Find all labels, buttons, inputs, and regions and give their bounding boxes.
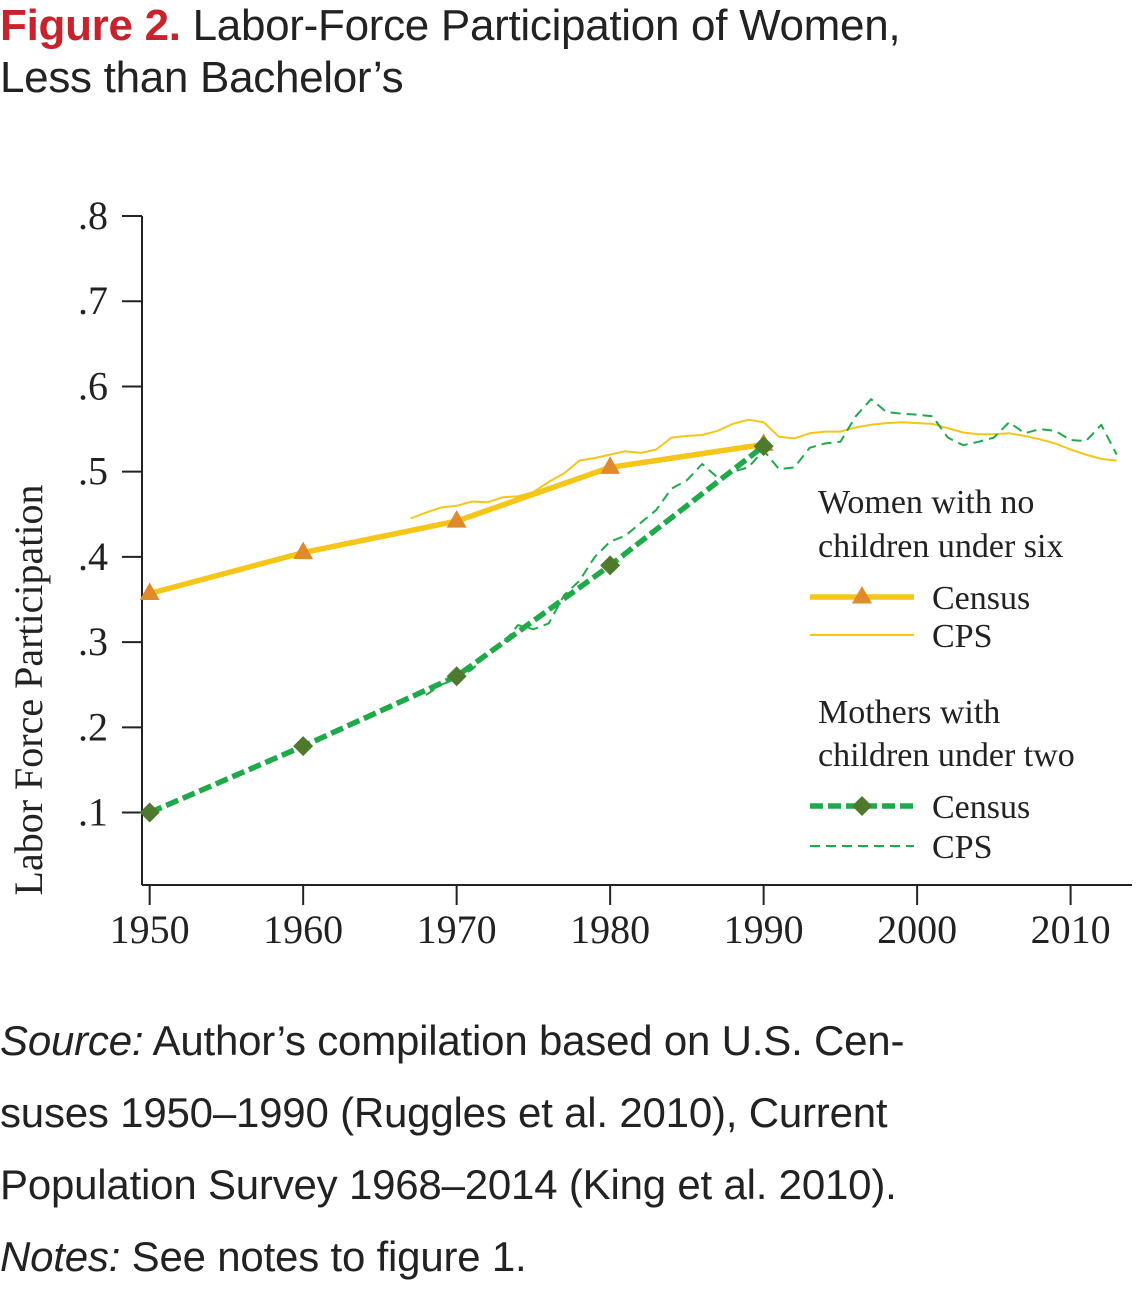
triangle-marker (139, 582, 160, 601)
legend-group-no-children-title: Women with no (818, 484, 1034, 521)
legend-group-no-children-subtitle: children under six (818, 528, 1064, 565)
y-tick-label: .7 (78, 278, 108, 323)
figure-label: Figure 2. (0, 1, 181, 50)
figure-title: Figure 2. Labor-Force Participation of W… (0, 0, 1130, 104)
legend-cps-mothers-label: CPS (932, 829, 993, 866)
legend-cps-no-children-label: CPS (932, 618, 993, 655)
figure-title-text: Labor-Force Participation of Women, (192, 1, 901, 50)
triangle-marker (446, 510, 467, 528)
line-chart: Labor Force Participation .1 .2 .3 .4 .5 .6 .7… (6, 193, 1132, 952)
series-line-census_mothers (148, 443, 766, 816)
source-line-1: Source: Author’s compilation based on U.… (0, 1005, 1130, 1077)
diamond-marker (753, 436, 774, 457)
y-tick-label: .4 (78, 534, 108, 579)
y-tick-label: .5 (78, 449, 108, 494)
notes-label: Notes: (0, 1233, 121, 1280)
source-line-3: Population Survey 1968–2014 (King et al.… (0, 1161, 897, 1208)
diamond-marker (600, 555, 621, 576)
legend-group-mothers-subtitle: children under two (818, 737, 1075, 774)
triangle-marker (293, 541, 314, 560)
legend-triangle-marker (852, 586, 872, 604)
legend-group-mothers-title: Mothers with (818, 694, 1000, 731)
series-layer (139, 398, 1118, 823)
x-tick-label: 2010 (1031, 907, 1111, 952)
diamond-marker (139, 802, 160, 823)
y-axis-label: Labor Force Participation (6, 485, 51, 896)
figure-title-line-1: Figure 2. Labor-Force Participation of W… (0, 0, 1130, 52)
source-text: Author’s compilation based on U.S. Cen- (143, 1017, 905, 1064)
x-tick-label: 2000 (877, 907, 957, 952)
legend-diamond-marker (852, 796, 872, 816)
footnote: Source: Author’s compilation based on U.… (0, 1005, 1130, 1293)
source-line-2: suses 1950–1990 (Ruggles et al. 2010), C… (0, 1089, 888, 1136)
x-tick-label: 1980 (570, 907, 650, 952)
y-tick-label: .2 (78, 704, 108, 749)
x-tick-label: 1970 (417, 907, 497, 952)
figure-title-line-2: Less than Bachelor’s (0, 53, 404, 102)
y-tick-label: .3 (78, 619, 108, 664)
y-tick-label: .6 (78, 363, 108, 408)
x-tick-label: 1950 (110, 907, 190, 952)
y-tick-label: .1 (78, 790, 108, 835)
triangle-marker (600, 456, 621, 474)
notes-text: See notes to figure 1. (120, 1233, 527, 1280)
notes-line: Notes: See notes to figure 1. (0, 1221, 1130, 1293)
diamond-marker (293, 736, 314, 757)
diamond-marker (446, 666, 467, 687)
axes: .1 .2 .3 .4 .5 .6 .7 .8 1950 1960 1970 1980 1990 2000… (78, 193, 1132, 952)
legend-census-mothers-label: Census (932, 789, 1030, 826)
legend-census-no-children-label: Census (932, 580, 1030, 617)
x-tick-label: 1960 (263, 907, 343, 952)
x-tick-label: 1990 (724, 907, 804, 952)
y-tick-label: .8 (78, 193, 108, 238)
source-label: Source: (0, 1017, 144, 1064)
